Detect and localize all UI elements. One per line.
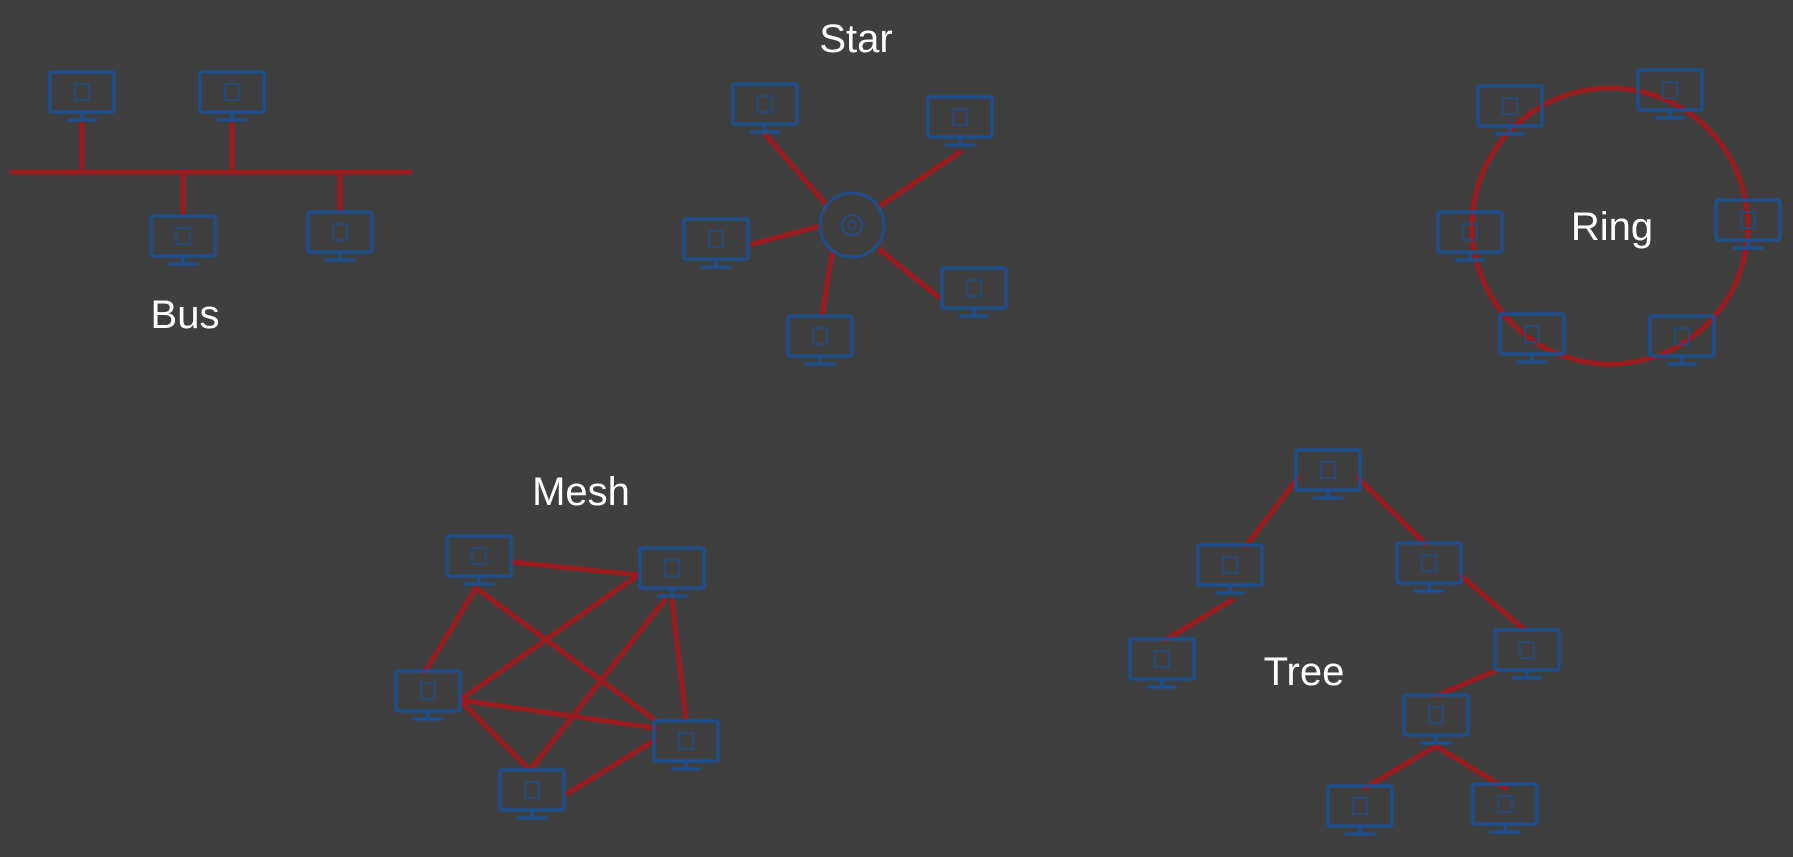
- tree-link: [1433, 743, 1508, 791]
- computer-monitor-icon: [498, 768, 566, 820]
- star-links: [749, 131, 963, 319]
- bus-links: [9, 121, 413, 218]
- computer-monitor-icon: [1294, 448, 1362, 500]
- mesh-link: [422, 585, 479, 675]
- computer-monitor-icon: [786, 314, 854, 366]
- computer-monitor-icon: [926, 95, 994, 147]
- computer-monitor-icon: [1395, 541, 1463, 593]
- star-devices: [682, 82, 1008, 366]
- tree-link: [1362, 743, 1439, 791]
- computer-monitor-icon: [1326, 784, 1394, 836]
- tree-topology: Tree: [1128, 448, 1561, 836]
- computer-monitor-icon: [48, 70, 116, 122]
- mesh-link: [473, 585, 658, 723]
- computer-monitor-icon: [652, 719, 720, 771]
- computer-monitor-icon: [638, 546, 706, 598]
- computer-monitor-icon: [1648, 314, 1716, 366]
- mesh-topology: Mesh: [394, 470, 720, 820]
- hub-icon: [818, 191, 886, 259]
- computer-monitor-icon: [1128, 637, 1196, 689]
- ring-topology: Ring: [1436, 68, 1782, 367]
- bus-topology: Bus: [9, 70, 413, 337]
- computer-monitor-icon: [1493, 628, 1561, 680]
- computer-monitor-icon: [1471, 782, 1539, 834]
- mesh-label: Mesh: [532, 470, 630, 514]
- tree-link: [1457, 572, 1528, 633]
- star-spoke: [819, 251, 835, 319]
- computer-monitor-icon: [445, 534, 513, 586]
- mesh-link: [457, 572, 641, 703]
- tree-link: [1355, 475, 1429, 547]
- computer-monitor-icon: [940, 266, 1008, 318]
- mesh-link: [562, 737, 658, 798]
- mesh-link: [457, 697, 533, 773]
- tree-link: [1162, 597, 1235, 643]
- computer-monitor-icon: [394, 669, 462, 721]
- star-spoke: [877, 247, 943, 301]
- star-spoke: [749, 223, 823, 247]
- star-label: Star: [819, 17, 892, 61]
- tree-link: [1243, 475, 1301, 549]
- bus-devices: [48, 70, 374, 266]
- computer-monitor-icon: [1196, 543, 1264, 595]
- mesh-link: [527, 597, 668, 773]
- computer-monitor-icon: [682, 217, 750, 269]
- computer-monitor-icon: [149, 214, 217, 266]
- mesh-link: [669, 597, 689, 723]
- star-topology: Star: [682, 17, 1008, 366]
- ring-link: [1469, 85, 1751, 367]
- computer-monitor-icon: [731, 82, 799, 134]
- ring-label: Ring: [1571, 205, 1653, 249]
- tree-label: Tree: [1264, 650, 1345, 694]
- computer-monitor-icon: [1402, 693, 1470, 745]
- mesh-link: [509, 559, 643, 578]
- tree-link: [1433, 667, 1500, 699]
- bus-label: Bus: [151, 293, 220, 337]
- mesh-link: [457, 697, 658, 731]
- mesh-devices: [394, 534, 720, 820]
- star-spoke: [762, 131, 829, 207]
- computer-monitor-icon: [306, 210, 374, 262]
- tree-links: [1162, 475, 1528, 791]
- computer-monitor-icon: [198, 70, 266, 122]
- tree-devices: [1128, 448, 1561, 836]
- star-spoke: [877, 149, 963, 209]
- mesh-links: [422, 559, 689, 798]
